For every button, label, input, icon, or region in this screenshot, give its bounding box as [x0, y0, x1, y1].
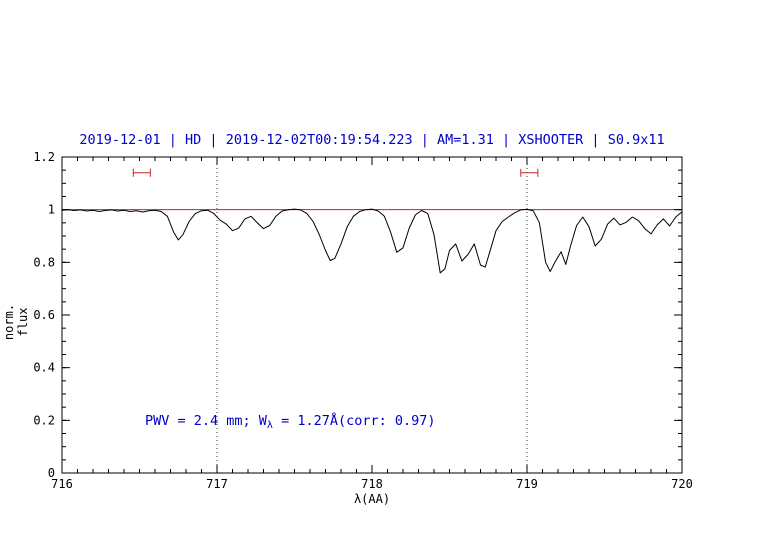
x-axis-label: λ(AA) [353, 492, 391, 506]
x-tick-label: 720 [671, 477, 693, 491]
y-tick-label: 0.6 [33, 308, 55, 322]
plot-title: 2019-12-01 | HD | 2019-12-02T00:19:54.22… [79, 132, 665, 148]
y-tick-label: 0.2 [33, 413, 55, 427]
y-tick-label: 1 [48, 203, 55, 217]
pwv-value-text: PWV = 2.4 mm; W [145, 413, 267, 429]
x-tick-label: 716 [51, 477, 73, 491]
x-tick-label: 717 [206, 477, 228, 491]
equivalent-width-text: = 1.27Å(corr: 0.97) [272, 413, 436, 429]
y-tick-label: 0 [48, 466, 55, 480]
x-tick-label: 719 [516, 477, 538, 491]
y-axis-label: norm. flux [2, 303, 30, 341]
x-tick-label: 718 [361, 477, 383, 491]
lambda-subscript: λ [266, 420, 273, 431]
pwv-annotation: PWV = 2.4 mm; Wλ = 1.27Å(corr: 0.97) [145, 413, 436, 431]
spectrum-line [61, 208, 683, 274]
y-tick-label: 0.4 [33, 361, 55, 375]
y-tick-label: 1.2 [33, 150, 55, 164]
y-tick-label: 0.8 [33, 255, 55, 269]
